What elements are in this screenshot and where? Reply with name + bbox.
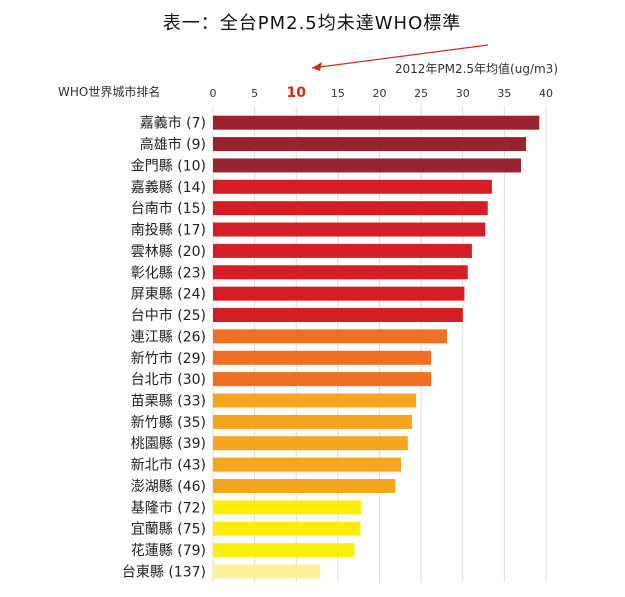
bar xyxy=(213,414,412,429)
bar xyxy=(213,457,402,472)
x-tick-label: 10 xyxy=(287,85,307,101)
category-label: 南投縣 (17) xyxy=(131,223,206,239)
pointer-arrow xyxy=(311,44,489,69)
x-tick-label: 20 xyxy=(373,87,387,100)
x-tick-label: 30 xyxy=(456,87,470,100)
category-label: 苗栗縣 (33) xyxy=(131,393,206,409)
bar xyxy=(213,521,361,536)
chart-title: 表一：全台PM2.5均未達WHO標準 xyxy=(163,13,462,34)
category-label: 嘉義市 (7) xyxy=(140,115,206,132)
category-label: 高雄市 (9) xyxy=(140,136,206,153)
bar xyxy=(213,243,472,258)
category-label: 台東縣 (137) xyxy=(122,564,206,580)
bar xyxy=(213,478,396,493)
bar xyxy=(213,436,408,451)
x-tick-label: 35 xyxy=(497,87,511,100)
category-label: 連江縣 (26) xyxy=(131,329,206,345)
bar xyxy=(213,286,465,301)
category-label: 新竹縣 (35) xyxy=(131,415,206,431)
bar xyxy=(213,564,321,579)
bar xyxy=(213,179,492,194)
category-label: 台南市 (15) xyxy=(131,200,206,217)
category-label: 屏東縣 (24) xyxy=(131,287,206,303)
bar xyxy=(213,265,468,280)
category-label: 台中市 (25) xyxy=(131,307,206,324)
bar xyxy=(213,543,355,558)
category-label: 基隆市 (72) xyxy=(131,499,206,516)
category-label: 彰化縣 (23) xyxy=(131,264,206,281)
category-label: 宜蘭縣 (75) xyxy=(131,522,206,538)
bar xyxy=(213,393,417,408)
category-label: 台北市 (30) xyxy=(131,371,206,388)
bar xyxy=(213,158,522,173)
x-tick-label: 25 xyxy=(414,87,428,100)
category-label: 新竹市 (29) xyxy=(131,350,206,367)
bar xyxy=(213,329,447,344)
category-labels: 嘉義市 (7) 高雄市 (9) 金門縣 (10) 嘉義縣 (14) 台南市 (15) 南投… xyxy=(122,115,206,581)
bar xyxy=(213,222,486,237)
bar xyxy=(213,115,540,130)
bar xyxy=(213,372,432,387)
bar xyxy=(213,201,488,216)
category-label: 金門縣 (10) xyxy=(131,158,206,174)
x-tick-label: 40 xyxy=(539,87,553,100)
category-label: 雲林縣 (20) xyxy=(131,244,206,260)
category-label: 澎湖縣 (46) xyxy=(131,479,206,495)
x-tick-labels: 0 5 10 15 20 25 30 35 40 xyxy=(210,85,554,101)
bar xyxy=(213,308,463,323)
y-axis-label: WHO世界城市排名 xyxy=(58,84,160,99)
category-label: 嘉義縣 (14) xyxy=(131,179,206,196)
x-tick-label: 15 xyxy=(331,87,345,100)
bar xyxy=(213,137,527,152)
bar xyxy=(213,350,432,365)
x-tick-label: 0 xyxy=(210,87,217,100)
category-label: 新北市 (43) xyxy=(131,457,206,474)
x-axis-label: 2012年PM2.5年均值(ug/m3) xyxy=(395,61,558,76)
x-tick-label: 5 xyxy=(251,87,258,100)
bars xyxy=(213,115,540,579)
category-label: 桃園縣 (39) xyxy=(131,436,206,452)
bar xyxy=(213,500,362,515)
pointer-arrowhead xyxy=(312,62,322,71)
category-label: 花蓮縣 (79) xyxy=(131,543,206,559)
